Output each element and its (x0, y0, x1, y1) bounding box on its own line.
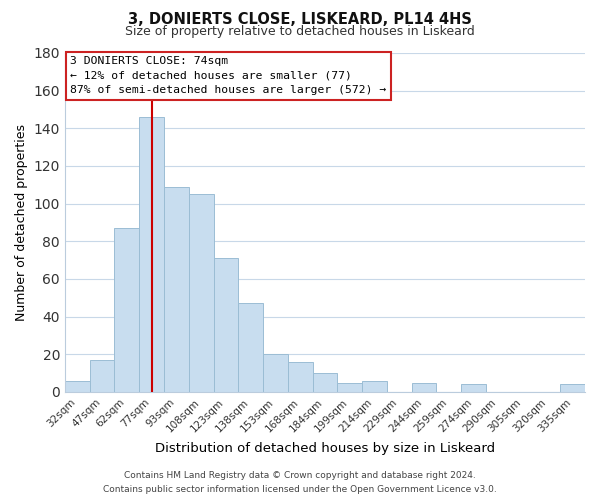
Bar (337, 382, 362, 392)
Bar (362, 380, 387, 392)
Bar (65, 380, 89, 392)
Text: 3 DONIERTS CLOSE: 74sqm
← 12% of detached houses are smaller (77)
87% of semi-de: 3 DONIERTS CLOSE: 74sqm ← 12% of detache… (70, 56, 386, 95)
Bar (164, 186, 189, 392)
Y-axis label: Number of detached properties: Number of detached properties (15, 124, 28, 321)
Bar (139, 117, 164, 392)
Bar (89, 360, 115, 392)
Bar (461, 384, 486, 392)
Text: 3, DONIERTS CLOSE, LISKEARD, PL14 4HS: 3, DONIERTS CLOSE, LISKEARD, PL14 4HS (128, 12, 472, 28)
X-axis label: Distribution of detached houses by size in Liskeard: Distribution of detached houses by size … (155, 442, 495, 455)
Bar (238, 304, 263, 392)
Bar (115, 228, 139, 392)
Bar (189, 194, 214, 392)
Bar (263, 354, 288, 392)
Bar (313, 373, 337, 392)
Text: Contains HM Land Registry data © Crown copyright and database right 2024.
Contai: Contains HM Land Registry data © Crown c… (103, 472, 497, 494)
Bar (412, 382, 436, 392)
Bar (288, 362, 313, 392)
Bar (560, 384, 585, 392)
Bar (214, 258, 238, 392)
Text: Size of property relative to detached houses in Liskeard: Size of property relative to detached ho… (125, 25, 475, 38)
